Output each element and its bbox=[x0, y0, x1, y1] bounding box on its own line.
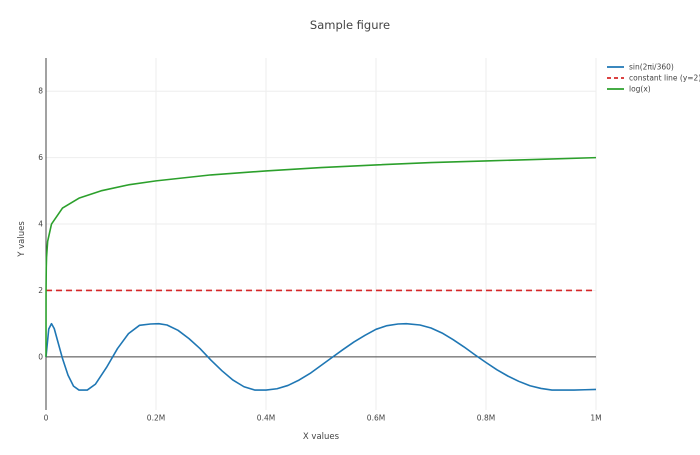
y-tick-label: 4 bbox=[38, 220, 43, 229]
legend: sin(2πi/360) constant line (y=2) log(x) bbox=[607, 63, 700, 94]
x-tick-label: 0.4M bbox=[257, 414, 275, 423]
x-axis-title: X values bbox=[303, 432, 340, 442]
y-tick-label: 8 bbox=[38, 87, 43, 96]
plot-area bbox=[45, 156, 597, 391]
legend-label: constant line (y=2) bbox=[629, 74, 700, 83]
series-line-3 bbox=[45, 156, 597, 357]
x-axis-ticks: 0 0.2M 0.4M 0.6M 0.8M 1M bbox=[44, 414, 602, 423]
legend-label: log(x) bbox=[629, 85, 651, 94]
y-tick-label: 0 bbox=[38, 352, 43, 361]
legend-label: sin(2πi/360) bbox=[629, 63, 674, 72]
chart-title: Sample figure bbox=[310, 18, 390, 32]
x-tick-label: 1M bbox=[590, 414, 601, 423]
y-tick-label: 2 bbox=[38, 286, 43, 295]
x-tick-label: 0.8M bbox=[477, 414, 495, 423]
x-tick-label: 0.6M bbox=[367, 414, 385, 423]
series-line-1 bbox=[45, 322, 597, 391]
x-tick-label: 0 bbox=[44, 414, 49, 423]
y-axis-ticks: 0 2 4 6 8 bbox=[38, 87, 43, 362]
grid bbox=[45, 58, 597, 410]
y-tick-label: 6 bbox=[38, 153, 43, 162]
x-tick-label: 0.2M bbox=[147, 414, 165, 423]
y-axis-title: Y values bbox=[17, 221, 27, 258]
